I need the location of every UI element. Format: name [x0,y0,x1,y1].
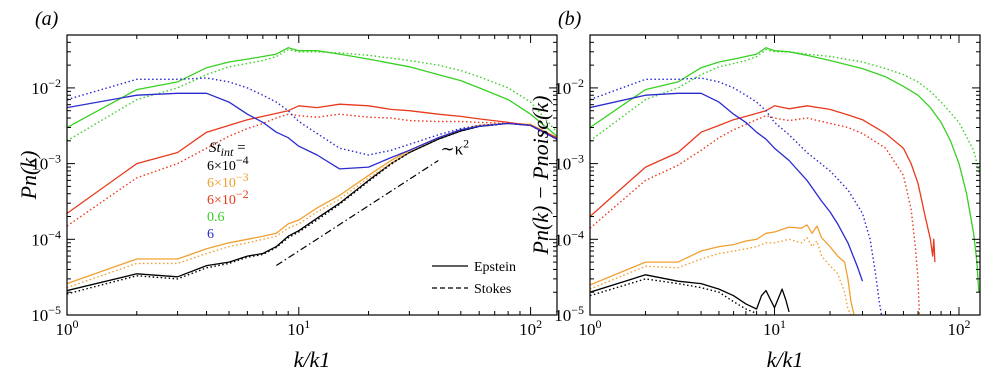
y-tick-exponent: −2 [48,76,61,90]
legend-title-rest: = [233,140,245,156]
series-line-9 [67,77,557,156]
y-tick-label: 10−5 [554,303,584,325]
y-tick-label: 10−2 [554,76,584,98]
legend-entry-exponent: −2 [236,187,249,201]
y-tick-label: 10−3 [554,152,584,174]
panel-label: (a) [35,8,59,30]
legend-entry: 6 [207,227,214,242]
y-tick-label: 10−2 [31,76,61,98]
y-tick-mantissa: 10 [31,306,48,325]
y-tick-exponent: −3 [571,152,584,166]
y-tick-exponent: −4 [48,227,61,241]
x-tick-exponent: 0 [73,317,79,331]
x-tick-mantissa: 10 [519,320,536,339]
y-tick-label: 10−4 [554,227,584,249]
y-tick-label: 10−4 [31,227,61,249]
x-tick-mantissa: 10 [287,320,304,339]
legend-entry: 6×10−2 [207,187,249,208]
legend-entry: 0.6 [207,210,225,225]
series-line-0 [590,274,790,313]
y-tick-label: 10−5 [31,303,61,325]
series-line-7 [67,49,557,142]
x-tick-label: 102 [519,317,542,339]
y-tick-mantissa: 10 [31,230,48,249]
x-tick-exponent: 1 [304,317,310,331]
panel-label: (b) [558,8,582,30]
x-tick-exponent: 0 [596,317,602,331]
x-tick-mantissa: 10 [763,320,780,339]
legend-entry-exponent: −4 [236,153,249,167]
x-tick-mantissa: 10 [947,320,964,339]
y-tick-mantissa: 10 [554,230,571,249]
series-line-3 [67,122,557,289]
style-legend-label: Stokes [474,282,511,297]
series-line-7 [590,49,980,176]
x-axis-label: k/k1 [294,347,331,372]
y-tick-exponent: −5 [571,303,584,317]
x-tick-exponent: 2 [964,317,970,331]
y-axis-label: Pn(k) [16,151,41,201]
series-line-8 [67,92,557,170]
series-group [67,47,557,295]
series-line-5 [67,113,557,227]
series-line-3 [590,237,852,315]
x-tick-exponent: 1 [780,317,786,331]
slope-label-exp: 2 [463,136,469,150]
series-line-8 [590,92,864,282]
y-axis-label: Pn(k) − Pnoise(k) [528,96,553,256]
x-tick-label: 100 [579,317,602,339]
series-line-4 [67,103,557,214]
x-tick-exponent: 2 [536,317,542,331]
y-tick-exponent: −3 [48,152,61,166]
reference-slope-line [276,159,439,267]
legend-entry-mantissa: 6 [207,227,214,242]
plot-frame [589,34,981,316]
x-tick-label: 100 [56,317,79,339]
legend-title: Stint = [209,140,246,159]
y-tick-mantissa: 10 [31,79,48,98]
y-tick-mantissa: 10 [554,155,571,174]
series-line-6 [67,47,557,137]
x-tick-mantissa: 10 [579,320,596,339]
y-tick-label: 10−3 [31,152,61,174]
series-group [590,47,980,315]
series-line-2 [67,122,557,285]
y-tick-exponent: −2 [571,76,584,90]
legend-title-sub: int [221,145,234,159]
legend-title-main: St [209,140,222,156]
y-tick-mantissa: 10 [31,155,48,174]
series-line-2 [590,224,855,315]
legend-entry: 6×10−3 [207,170,249,191]
legend-entry-mantissa: 6×10 [207,159,236,174]
x-tick-label: 101 [763,317,786,339]
reference-slope-label: ∼κ2 [440,136,469,158]
legend-entry-mantissa: 6×10 [207,193,236,208]
legend-entry: 6×10−4 [207,153,249,174]
x-axis-label: k/k1 [767,347,804,372]
x-tick-label: 101 [287,317,310,339]
legend-entry-mantissa: 6×10 [207,176,236,191]
series-line-5 [590,115,921,315]
y-tick-mantissa: 10 [554,306,571,325]
x-tick-label: 102 [947,317,970,339]
series-line-6 [590,47,980,293]
y-tick-exponent: −4 [571,227,584,241]
series-line-4 [590,105,936,263]
x-tick-mantissa: 10 [56,320,73,339]
slope-label-base: ∼κ [440,139,463,158]
style-legend-label: Epstein [474,260,516,275]
y-tick-exponent: −5 [48,303,61,317]
series-line-9 [590,77,883,315]
y-tick-mantissa: 10 [554,79,571,98]
legend-entry-mantissa: 0.6 [207,210,225,225]
legend-entry-exponent: −3 [236,170,249,184]
